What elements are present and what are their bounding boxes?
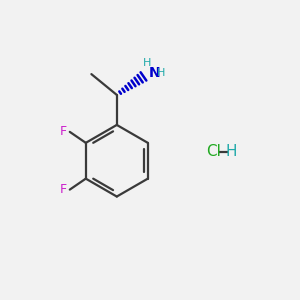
Text: F: F	[60, 183, 67, 196]
Text: H: H	[157, 68, 165, 78]
Text: Cl: Cl	[206, 144, 221, 159]
Text: N: N	[149, 66, 160, 80]
Text: F: F	[60, 125, 67, 138]
Text: H: H	[226, 144, 237, 159]
Text: H: H	[143, 58, 152, 68]
